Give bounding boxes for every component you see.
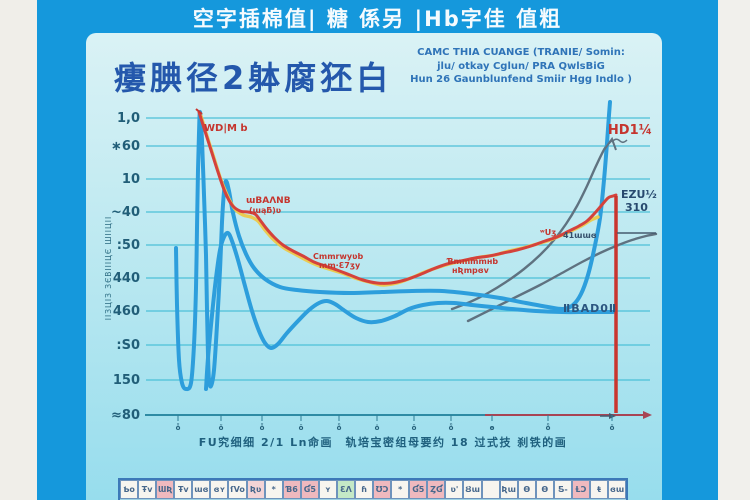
table-cell: ɞɯ [608,480,627,499]
line-chart: ȱ ǒ ȱ ō ȭ ȯ ō ȭ ɵ ȭ ǒ 1,0 ∗60 10 ~40 :50… [104,100,658,449]
table-cell: Ɠ5 [409,480,428,499]
svg-text:ǒ: ǒ [219,424,224,432]
svg-text:150: 150 [113,373,140,388]
svg-text:1,0: 1,0 [117,111,140,126]
svg-text:ǒ: ǒ [610,424,615,432]
table-cell: Ŧv [138,480,157,499]
svg-text:440: 440 [113,271,140,286]
right-margin-strip [718,0,750,500]
svg-text::S0: :S0 [116,338,140,353]
y-axis-label: ΙΙЗЦΙЗ ЗЄВΙΙΙЦЄ ШΙΙЦΙΙ [104,216,113,320]
annotation: ɯBAΛNB [246,196,291,206]
gray-steep-curve [450,138,614,311]
svg-text:∗60: ∗60 [111,139,140,154]
chart-note-line: CAMC THIA CUANGE (TRANIE/ Somin: [417,47,625,58]
table-cell: Ŧv [174,480,193,499]
svg-text:≈80: ≈80 [111,408,140,423]
peak-marker [195,108,203,115]
chart-panel: 瘻腆径2躰腐狉白 CAMC THIA CUANGE (TRANIE/ Somin… [86,33,662,500]
poster-title: 空字插棉值| 糖 係另 |Hb字佳 值粗 [192,7,563,31]
left-margin-strip [0,0,37,500]
table-cell: ȽƆ [571,480,591,499]
table-cell: * [264,480,283,499]
table-cell: ʏ [318,480,337,499]
table-cell: ʋ' [445,480,464,499]
table-cell: ɦ [355,480,374,499]
annotation: Ɓmmmmʜb [446,257,498,266]
svg-text:ȱ: ȱ [176,423,181,432]
chart-note-block: CAMC THIA CUANGE (TRANIE/ Somin: jlu/ ot… [390,46,652,87]
svg-text:ȭ: ȭ [449,423,454,432]
table-cell: Ƅo [120,480,139,499]
table-cell: ɯɞ [192,480,211,499]
table-cell: Ʀɯ [499,480,518,499]
x-tick-labels: ȱ ǒ ȱ ō ȭ ȯ ō ȭ ɵ ȭ ǒ [176,423,615,432]
x-axis-ticks [177,415,613,421]
x-axis-arrow [643,411,652,419]
annotation: WD|M b [204,123,248,134]
y-tick-labels: 1,0 ∗60 10 ~40 :50 440 460 :S0 150 ≈80 [111,111,140,423]
annotation-blue-label: ⅡBAD0Ⅱ [563,302,617,315]
blue-wave-curve [204,230,615,391]
x-axis [145,411,652,419]
svg-text:10: 10 [122,172,140,187]
table-cell: Ɓ6 [282,480,301,499]
svg-text:~40: ~40 [111,205,140,220]
table-cell: ſVo [228,480,247,499]
chart-note-line: Hun 26 Gaunblunfend Smiir Hgg Indlo ) [410,74,632,85]
annotation: ʜƦmpɞv [452,266,490,275]
annotation: (ɯąƃ)ʋ [249,206,281,215]
svg-text:ō: ō [412,424,417,432]
red-curve [197,110,618,285]
svg-text:ȭ: ȭ [546,423,551,432]
table-cell: ƜƦ [156,480,175,499]
table-cell: Ȣɯ [463,480,482,499]
table-cell: ƐΛ [336,480,356,499]
table-cell: Ƽ- [553,480,572,499]
annotation: 310 [625,201,648,214]
lab-results-table: Ƅo Ŧv ƜƦ Ŧv ɯɞ ɞʏ ſVo Ʀʋ * Ɓ6 Ɠ5 ʏ ƐΛ ɦ ƱƆ * Ɠ5 ȤƓ ʋ' Ȣɯ Ʀɯ Ɵ… [118,478,628,500]
table-cell: ȤƓ [427,480,446,499]
annotation-hd-label: HD1¼ [608,123,652,138]
table-cell [481,480,500,499]
annotation: mm·Ɛ7ʒy [319,261,361,270]
gridlines [146,117,650,381]
arrow-up-icon [603,136,628,151]
annotation: EZU½ [621,188,657,201]
table-cell: Ɠ5 [300,480,319,499]
svg-text::50: :50 [117,238,140,253]
table-cell: Ʀʋ [246,480,265,499]
svg-text:ȱ: ȱ [260,423,265,432]
table-cell: ɞʏ [210,480,229,499]
chart-note-line: jlu/ otkay Cglun/ PRA QwlsBiG [437,60,605,72]
svg-text:ȯ: ȯ [375,424,380,432]
svg-text:460: 460 [113,304,140,319]
svg-text:ȭ: ȭ [337,423,342,432]
annotation: Cmmrwyʋb [313,252,363,261]
table-cell: * [391,480,410,499]
annotation: ʷUʒ [540,228,556,237]
table-cell: ƱƆ [373,480,392,499]
table-cell: Ɵ [535,480,554,499]
svg-text:ɵ: ɵ [490,424,495,432]
annotation: 41ɯɯɞ [563,231,597,240]
table-cell: ŧ [590,480,609,499]
table-cell: Ɵ [517,480,536,499]
x-axis-caption: FU究细细 2/1 Ln命画 轨培宝密组母要约 18 过式技 刹铁的画 [199,435,568,449]
lab-table-row1: Ƅo Ŧv ƜƦ Ŧv ɯɞ ɞʏ ſVo Ʀʋ * Ɓ6 Ɠ5 ʏ ƐΛ ɦ ƱƆ * Ɠ5 ȤƓ ʋ' Ȣɯ Ʀɯ Ɵ… [120,480,627,499]
chart-heading: 瘻腆径2躰腐狉白 [114,59,393,97]
svg-text:ō: ō [299,424,304,432]
